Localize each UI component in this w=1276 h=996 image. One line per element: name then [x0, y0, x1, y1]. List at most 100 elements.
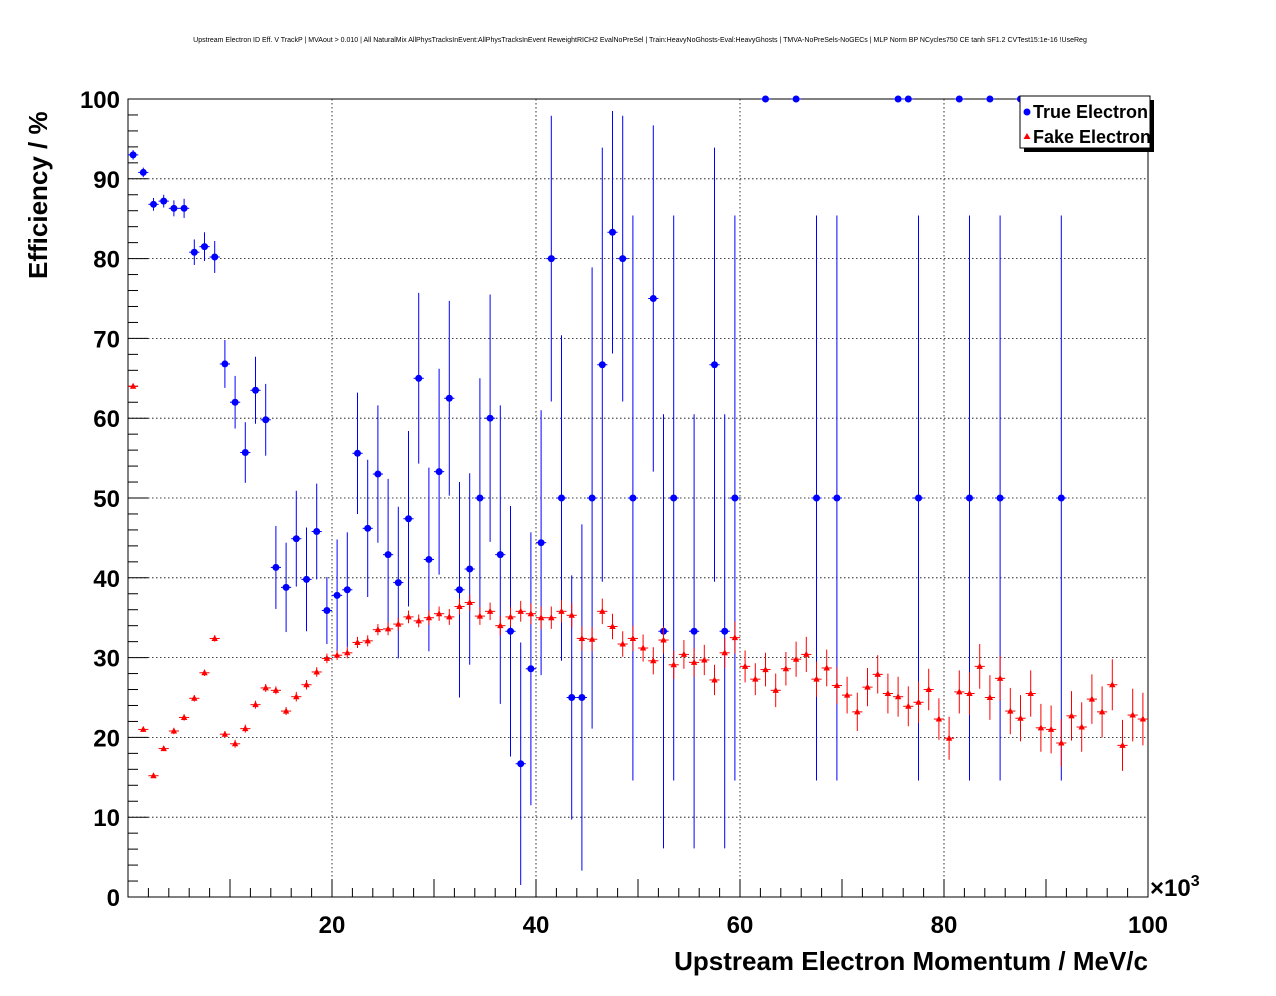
marker	[915, 698, 922, 705]
marker	[813, 494, 820, 502]
marker	[303, 575, 310, 583]
marker	[435, 468, 443, 476]
data-point	[515, 642, 526, 886]
data-point	[638, 634, 649, 662]
marker	[996, 494, 1004, 502]
marker	[680, 650, 688, 657]
series-true-electron	[128, 95, 1097, 886]
data-point	[597, 598, 608, 625]
data-point	[536, 606, 547, 629]
marker	[649, 295, 657, 302]
marker	[690, 658, 698, 665]
marker	[792, 655, 800, 662]
data-point	[566, 603, 577, 628]
marker	[731, 494, 739, 502]
marker	[517, 760, 525, 768]
marker	[639, 644, 647, 651]
data-point	[852, 692, 863, 732]
marker	[619, 255, 627, 263]
data-point	[607, 613, 618, 640]
data-point	[342, 532, 353, 648]
marker	[160, 197, 168, 205]
data-point	[393, 617, 404, 631]
marker	[242, 725, 249, 732]
marker	[180, 713, 188, 720]
marker	[956, 688, 963, 695]
data-point	[138, 725, 149, 732]
data-point	[1107, 659, 1118, 711]
marker	[282, 583, 290, 591]
data-point	[168, 727, 179, 735]
marker	[323, 607, 331, 615]
data-point	[464, 594, 475, 611]
marker	[211, 253, 219, 261]
marker	[650, 657, 657, 664]
marker	[272, 563, 280, 571]
data-point	[485, 602, 496, 621]
data-point	[291, 490, 302, 587]
data-point	[750, 663, 761, 696]
marker	[1078, 723, 1085, 730]
marker	[262, 416, 270, 424]
marker	[558, 607, 565, 614]
data-point	[1025, 670, 1036, 717]
data-point	[882, 673, 893, 714]
marker	[303, 681, 310, 688]
marker	[762, 95, 769, 103]
data-point	[1056, 215, 1067, 781]
marker	[1119, 741, 1126, 748]
data-point	[1046, 705, 1057, 754]
data-point	[321, 653, 332, 664]
data-point	[281, 542, 292, 633]
data-point	[648, 647, 659, 675]
data-point	[332, 650, 343, 660]
data-point	[138, 167, 149, 178]
marker	[588, 494, 596, 502]
marker	[140, 725, 147, 732]
data-point	[168, 200, 179, 217]
data-point	[1066, 691, 1077, 741]
marker	[915, 494, 922, 502]
data-point	[128, 150, 139, 160]
marker	[660, 636, 667, 643]
marker	[231, 398, 239, 406]
marker	[527, 610, 535, 617]
data-point	[372, 405, 383, 543]
marker	[935, 715, 943, 722]
x-axis-title: Upstream Electron Momentum / MeV/c	[674, 946, 1148, 976]
marker	[833, 494, 841, 502]
data-point	[1015, 695, 1026, 742]
data-point	[393, 506, 404, 659]
marker	[170, 727, 178, 734]
marker	[466, 565, 474, 573]
marker	[445, 394, 453, 402]
x-tick-label: 80	[931, 912, 958, 939]
data-point	[913, 681, 924, 724]
marker	[293, 693, 300, 700]
marker	[292, 535, 300, 543]
data-point	[821, 649, 832, 687]
x-tick-label: 100	[1128, 912, 1168, 939]
legend-label-fake-electron: Fake Electron	[1033, 127, 1151, 147]
marker	[507, 627, 514, 635]
data-point	[923, 668, 934, 711]
data-point	[209, 241, 220, 273]
marker	[476, 494, 484, 502]
data-point	[903, 686, 914, 727]
marker	[497, 622, 504, 629]
marker	[904, 95, 912, 103]
data-point	[505, 607, 516, 627]
data-point	[1117, 719, 1128, 771]
marker	[384, 551, 392, 559]
data-point	[250, 356, 261, 424]
data-point	[311, 667, 322, 677]
data-point	[689, 648, 700, 677]
marker	[201, 243, 208, 251]
marker	[1027, 690, 1034, 697]
data-point	[576, 626, 587, 651]
y-tick-label: 10	[93, 805, 120, 832]
legend-marker-true-electron	[1023, 108, 1031, 116]
data-point	[495, 405, 506, 704]
marker	[354, 449, 361, 457]
